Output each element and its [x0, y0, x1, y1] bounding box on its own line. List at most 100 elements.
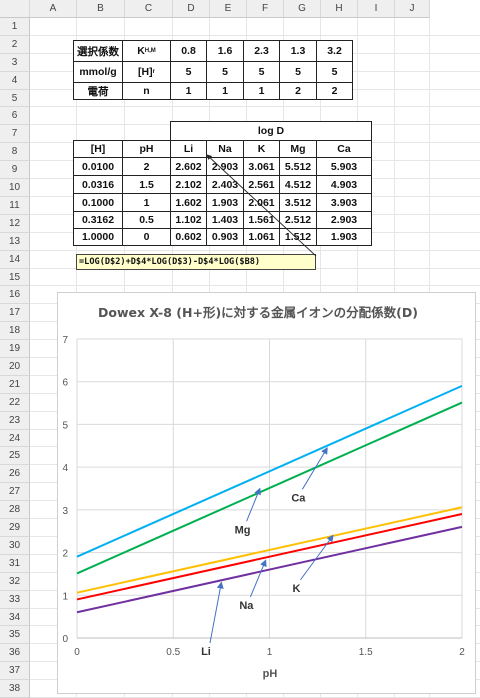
y-tick-label: 3 — [62, 506, 68, 517]
table-cell[interactable]: 0.0100 — [73, 157, 123, 176]
row-header-1[interactable]: 1 — [0, 18, 30, 36]
annotation-arrow-k — [300, 534, 334, 581]
y-tick-label: 6 — [62, 378, 68, 389]
row-header-10[interactable]: 10 — [0, 179, 30, 197]
row-header-11[interactable]: 11 — [0, 196, 30, 215]
param-value-r2-3[interactable]: 1.3 — [279, 40, 317, 62]
column-header-j[interactable]: J — [395, 0, 430, 18]
table-cell[interactable]: 1.512 — [279, 228, 317, 246]
row-header-34[interactable]: 34 — [0, 608, 30, 627]
chart-area[interactable]: Dowex X-8 (H+形)に対する金属イオンの分配係数(D) 0 1 2 3 4 5 6 7… — [44, 292, 476, 694]
row-header-23[interactable]: 23 — [0, 411, 30, 430]
row-header-35[interactable]: 35 — [0, 626, 30, 645]
table-cell[interactable]: 2.602 — [170, 157, 207, 176]
x-tick-label: 0.5 — [166, 647, 180, 658]
table-header-3[interactable]: Na — [206, 140, 244, 158]
annotation-ca: Ca — [291, 492, 306, 504]
column-header-b[interactable]: B — [77, 0, 125, 18]
table-cell[interactable]: 5.512 — [279, 157, 317, 176]
x-tick-label: 2 — [459, 647, 465, 658]
row-header-36[interactable]: 36 — [0, 644, 30, 663]
table-cell[interactable]: 1.903 — [316, 228, 372, 246]
y-tick-label: 5 — [62, 420, 68, 431]
row-header-3[interactable]: 3 — [0, 53, 30, 72]
annotation-arrow-li — [209, 581, 224, 644]
table-cell[interactable]: 2.061 — [243, 193, 280, 212]
table-cell[interactable]: 2.561 — [243, 175, 280, 194]
chart-title: Dowex X-8 (H+形)に対する金属イオンの分配係数(D) — [98, 305, 418, 320]
y-tick-label: 7 — [62, 335, 68, 346]
row-header-25[interactable]: 25 — [0, 447, 30, 466]
table-cell[interactable]: 1.0000 — [73, 228, 123, 246]
row-header-6[interactable]: 6 — [0, 107, 30, 126]
formula-arrow — [206, 154, 317, 257]
row-header-30[interactable]: 30 — [0, 536, 30, 555]
y-tick-label: 4 — [62, 463, 68, 474]
row-header-15[interactable]: 15 — [0, 268, 30, 287]
param-symbol-h-text: [H] — [138, 66, 153, 78]
column-header-e[interactable]: E — [210, 0, 247, 18]
param-value-r4-4[interactable]: 2 — [316, 82, 353, 100]
row-header-29[interactable]: 29 — [0, 519, 30, 537]
column-header-g[interactable]: G — [284, 0, 321, 18]
table-cell[interactable]: 1.061 — [243, 228, 280, 246]
row-header-27[interactable]: 27 — [0, 483, 30, 502]
row-header-21[interactable]: 21 — [0, 375, 30, 394]
row-header-22[interactable]: 22 — [0, 393, 30, 412]
series-line-k — [76, 506, 463, 594]
table-cell[interactable]: 1.102 — [170, 211, 207, 229]
row-header-24[interactable]: 24 — [0, 429, 30, 448]
row-header-13[interactable]: 13 — [0, 232, 30, 251]
row-header-12[interactable]: 12 — [0, 214, 30, 233]
param-label-mmol[interactable]: mmol/g — [73, 61, 123, 83]
series-line-li — [76, 525, 463, 614]
row-header-19[interactable]: 19 — [0, 340, 30, 358]
table-cell[interactable]: 3.512 — [279, 193, 317, 212]
param-symbol-h-sub: r — [152, 69, 155, 75]
row-header-18[interactable]: 18 — [0, 322, 30, 341]
column-header-h[interactable]: H — [321, 0, 358, 18]
select-all-corner[interactable] — [0, 0, 30, 18]
row-header-37[interactable]: 37 — [0, 662, 30, 681]
table-cell[interactable]: 2.903 — [206, 157, 244, 176]
column-header-d[interactable]: D — [173, 0, 210, 18]
x-tick-label: 0 — [74, 647, 80, 658]
row-header-2[interactable]: 2 — [0, 35, 30, 54]
row-header-4[interactable]: 4 — [0, 71, 30, 90]
column-header-c[interactable]: C — [125, 0, 173, 18]
row-header-31[interactable]: 31 — [0, 554, 30, 573]
annotation-arrow-mg — [246, 487, 261, 522]
table-cell[interactable]: 0.903 — [206, 228, 244, 246]
table-cell[interactable]: 2.512 — [279, 211, 317, 229]
annotation-li: Li — [201, 646, 211, 658]
formula-callout: =LOG(D$2)+D$4*LOG(D$3)-D$4*LOG($B8) — [76, 254, 316, 270]
column-header-f[interactable]: F — [247, 0, 284, 18]
row-header-7[interactable]: 7 — [0, 125, 30, 144]
param-label-charge[interactable]: 電荷 — [73, 82, 123, 100]
table-cell[interactable]: 4.512 — [279, 175, 317, 194]
row-header-5[interactable]: 5 — [0, 89, 30, 108]
row-header-14[interactable]: 14 — [0, 250, 30, 269]
row-header-20[interactable]: 20 — [0, 358, 30, 376]
row-header-8[interactable]: 8 — [0, 143, 30, 162]
table-cell[interactable]: 3.061 — [243, 157, 280, 176]
param-value-r2-0[interactable]: 0.8 — [170, 40, 207, 62]
row-header-17[interactable]: 17 — [0, 304, 30, 323]
row-header-9[interactable]: 9 — [0, 161, 30, 180]
row-header-16[interactable]: 16 — [0, 286, 30, 305]
series-line-na — [76, 513, 463, 601]
table-cell[interactable]: 1.561 — [243, 211, 280, 229]
column-header-i[interactable]: I — [358, 0, 395, 18]
param-value-r2-1[interactable]: 1.6 — [206, 40, 244, 62]
row-header-32[interactable]: 32 — [0, 572, 30, 591]
param-value-r4-2[interactable]: 1 — [243, 82, 280, 100]
column-header-a[interactable]: A — [30, 0, 77, 18]
row-header-38[interactable]: 38 — [0, 680, 30, 698]
table-cell[interactable]: 0.602 — [170, 228, 207, 246]
table-cell[interactable]: 1.403 — [206, 211, 244, 229]
row-header-26[interactable]: 26 — [0, 465, 30, 484]
row-header-33[interactable]: 33 — [0, 590, 30, 609]
annotation-na: Na — [239, 600, 254, 612]
row-header-28[interactable]: 28 — [0, 501, 30, 520]
